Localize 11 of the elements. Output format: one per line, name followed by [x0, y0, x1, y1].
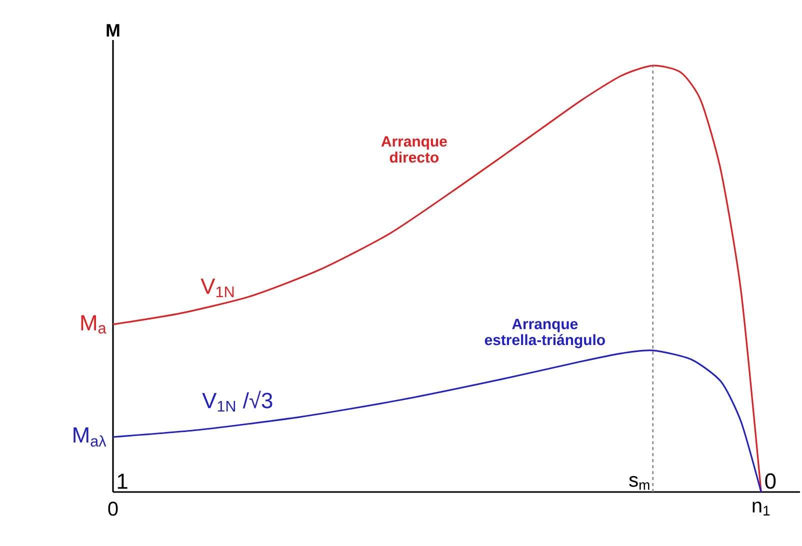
- series-label: Arranque directo: [381, 136, 447, 163]
- y-axis-title: M: [106, 24, 120, 36]
- annotation: 0: [765, 473, 776, 489]
- annotation: M$_{aλ}$: [74, 427, 106, 447]
- annotation: 1: [118, 474, 128, 489]
- x-tick-label: n$_{1}$: [752, 502, 770, 516]
- series-label: Arranque estrella-triángulo: [484, 318, 605, 348]
- annotation: M$_{a}$: [81, 315, 106, 334]
- annotation: V$_{1N}$: [200, 278, 234, 298]
- annotation: V$_{1N}$ /√3: [202, 390, 272, 412]
- ref-line-label: s$_{m}$: [629, 476, 650, 490]
